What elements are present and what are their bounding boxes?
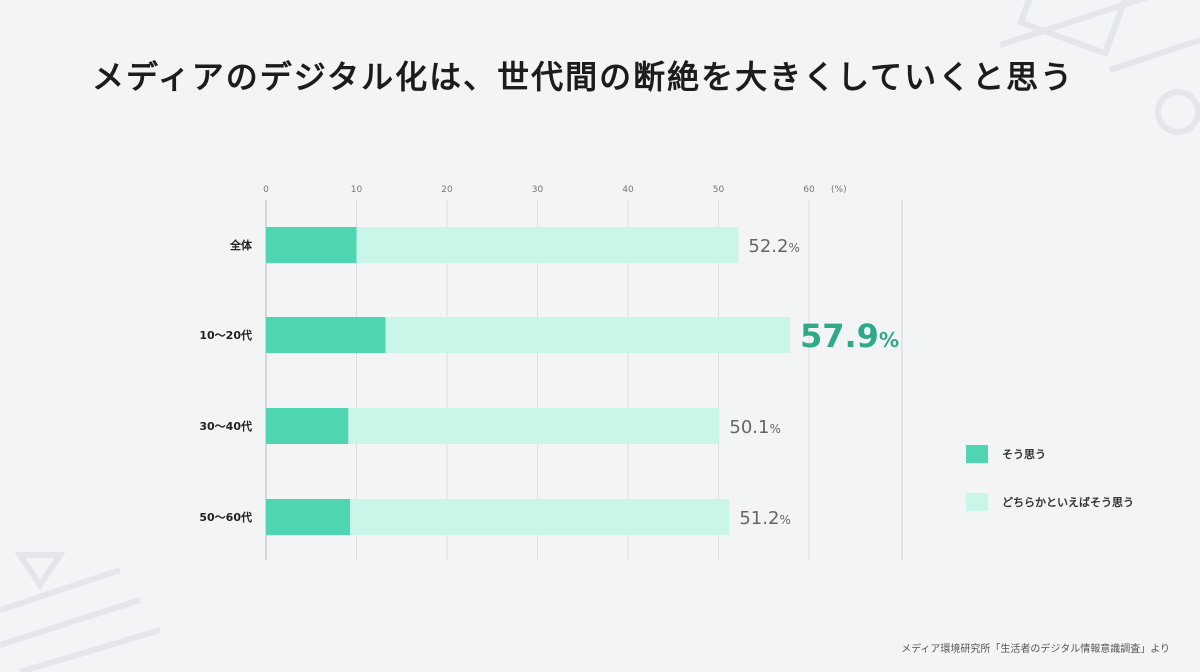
x-axis-unit: (%) [831, 185, 847, 195]
legend: そう思う どちらかといえばそう思う [966, 444, 1134, 540]
total-value: 51.2 [739, 508, 779, 529]
x-tick-label: 30 [532, 185, 544, 195]
legend-item-strong: そう思う [966, 444, 1134, 464]
total-label-highlight: 57.9% [800, 317, 899, 355]
legend-label-weak: どちらかといえばそう思う [1002, 496, 1134, 509]
x-tick-label: 10 [351, 185, 363, 195]
category-label: 50～60代 [199, 510, 252, 524]
legend-item-weak: どちらかといえばそう思う [966, 492, 1134, 512]
total-label: 51.2% [739, 508, 790, 529]
bar-strong [266, 408, 349, 444]
legend-swatch-strong [966, 445, 988, 463]
bar-weak [348, 408, 720, 444]
category-label: 10～20代 [199, 328, 252, 342]
total-value: 52.2 [748, 236, 788, 257]
legend-label-strong: そう思う [1002, 448, 1046, 461]
total-value: 57.9 [800, 317, 879, 355]
bar-strong [266, 499, 351, 535]
percent-sign: % [779, 513, 790, 527]
total-label: 50.1% [729, 417, 780, 438]
bar-strong [266, 227, 357, 263]
source-note: メディア環境研究所「生活者のデジタル情報意識調査」より [901, 644, 1170, 655]
bar-strong [266, 317, 386, 353]
legend-swatch-weak [966, 493, 988, 511]
x-tick-label: 40 [622, 185, 634, 195]
category-label: 30～40代 [199, 419, 252, 433]
bar-weak [350, 499, 730, 535]
percent-sign: % [879, 328, 899, 352]
page-title: メディアのデジタル化は、世代間の断絶を大きくしていくと思う [92, 58, 1075, 96]
x-tick-label: 20 [441, 185, 453, 195]
category-label: 全体 [229, 238, 253, 252]
percent-sign: % [788, 241, 799, 255]
x-tick-label: 50 [713, 185, 725, 195]
x-tick-label: 60 [803, 185, 815, 195]
bar-weak [385, 317, 790, 353]
total-label: 52.2% [748, 236, 799, 257]
total-value: 50.1 [729, 417, 769, 438]
percent-sign: % [769, 422, 780, 436]
x-tick-label: 0 [263, 185, 269, 195]
bar-weak [356, 227, 739, 263]
